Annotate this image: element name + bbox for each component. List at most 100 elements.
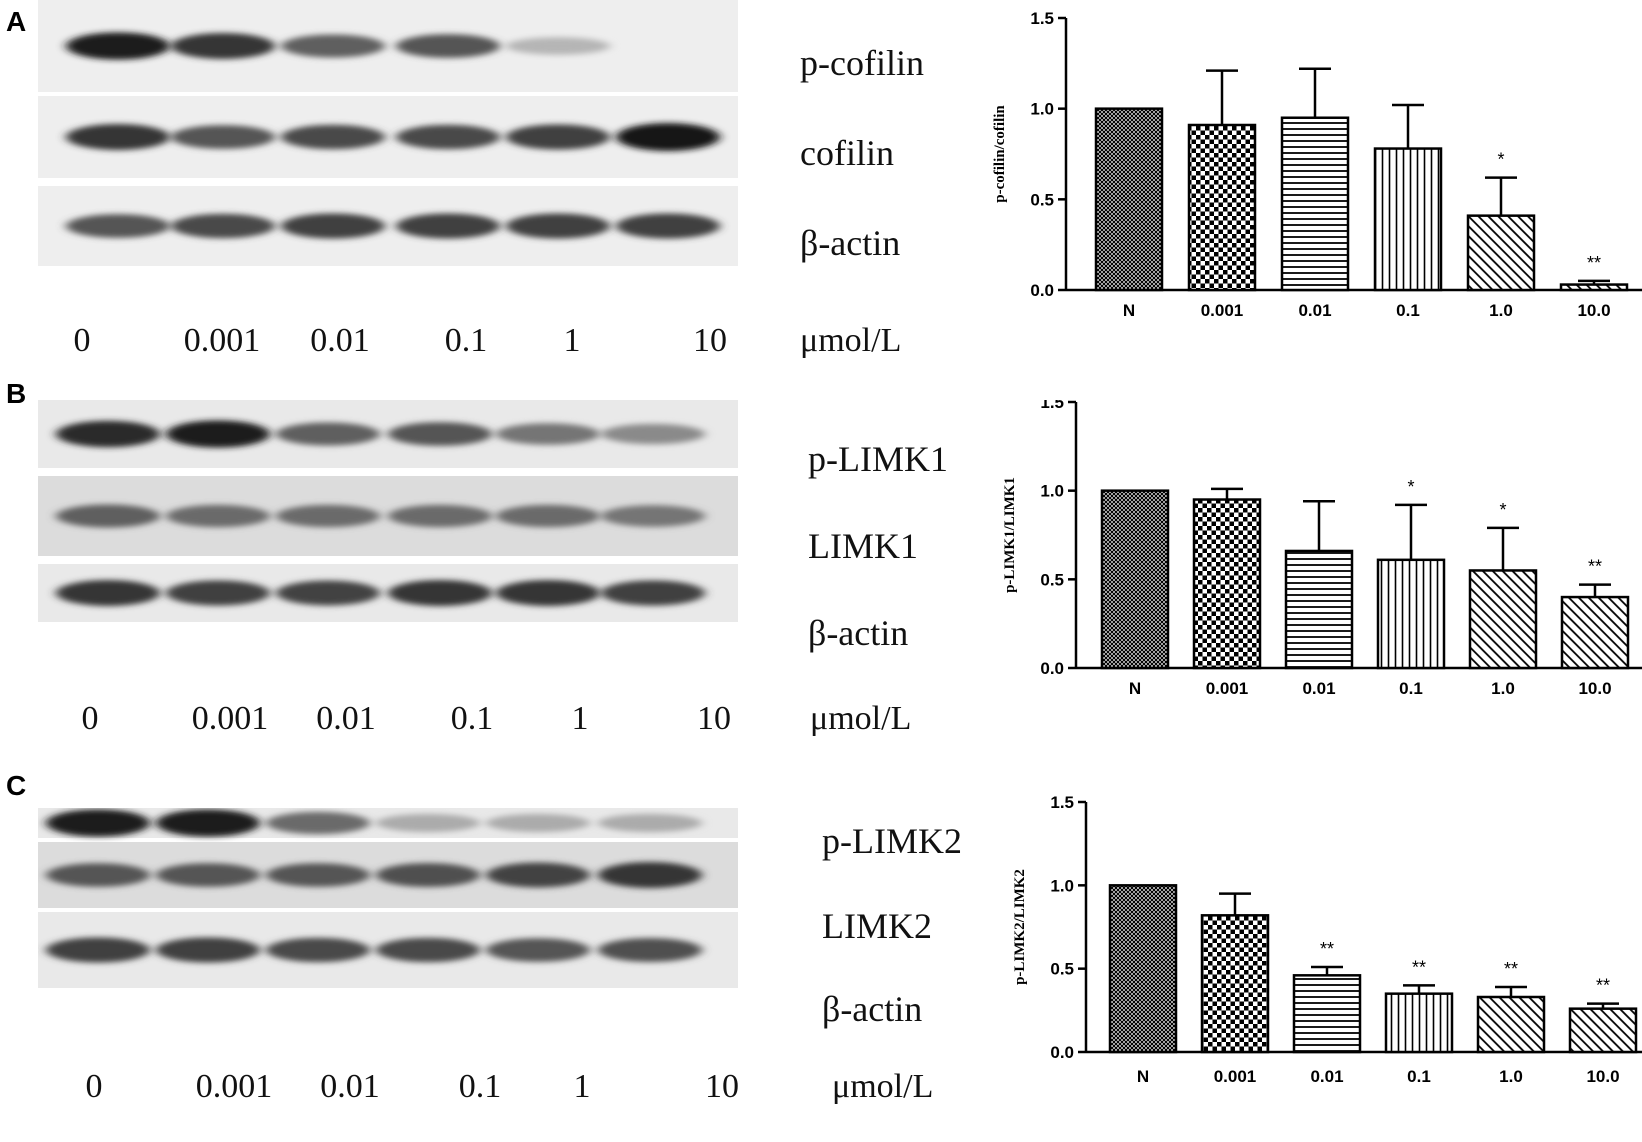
x-tick-label: 0.001 — [1201, 301, 1244, 320]
blot-band — [266, 863, 370, 887]
blot-band — [496, 423, 600, 445]
blot-band — [281, 213, 385, 239]
panel-letter-a: A — [6, 6, 27, 37]
significance-marker: ** — [1320, 939, 1334, 959]
y-tick-label: 0.0 — [1030, 281, 1054, 300]
concentration-label: 0.1 — [450, 700, 494, 737]
y-tick-label: 0.5 — [1040, 570, 1064, 589]
x-tick-label: N — [1129, 679, 1141, 698]
blot-band — [496, 504, 600, 528]
concentration-label: 0.01 — [316, 700, 376, 737]
protein-label-p-limk1: p-LIMK1 — [808, 439, 948, 479]
bar — [1094, 107, 1164, 292]
bar — [1100, 489, 1170, 670]
blot-band — [506, 37, 610, 55]
blot-band — [66, 32, 170, 60]
significance-marker: ** — [1596, 976, 1610, 996]
blot-band — [166, 504, 270, 528]
significance-marker: ** — [1588, 557, 1602, 577]
significance-marker: * — [1499, 500, 1506, 520]
bar — [1108, 884, 1178, 1054]
x-tick-label: N — [1137, 1067, 1149, 1086]
blot-band — [616, 213, 720, 239]
concentration-label: 0.1 — [444, 322, 488, 359]
blot-band — [486, 938, 590, 962]
blot-band — [56, 580, 160, 606]
western-blot-a — [38, 0, 738, 266]
blot-band — [598, 862, 702, 888]
blot-band — [396, 34, 500, 58]
x-tick-label: 0.01 — [1302, 679, 1335, 698]
x-tick-label: 1.0 — [1489, 301, 1513, 320]
y-tick-label: 0.5 — [1050, 960, 1074, 979]
y-tick-label: 1.0 — [1040, 482, 1064, 501]
concentration-label: 1 — [571, 700, 589, 737]
significance-marker: * — [1407, 477, 1414, 497]
blot-band — [276, 422, 380, 446]
blot-band — [598, 813, 702, 833]
blot-band — [376, 937, 480, 963]
blot-band — [276, 504, 380, 528]
concentration-label: 0.01 — [320, 1068, 380, 1105]
blot-band — [388, 504, 492, 528]
bar — [1376, 558, 1446, 670]
y-tick-label: 1.5 — [1030, 9, 1054, 28]
y-tick-label: 1.5 — [1040, 400, 1064, 412]
blot-band — [171, 213, 275, 239]
blot-band — [506, 213, 610, 239]
significance-marker: ** — [1504, 959, 1518, 979]
blot-band — [396, 124, 500, 150]
blot-band — [56, 504, 160, 528]
blot-band — [388, 580, 492, 606]
x-tick-label: 0.001 — [1214, 1067, 1257, 1086]
blot-band — [376, 862, 480, 888]
bar — [1200, 914, 1270, 1054]
x-tick-label: 10.0 — [1578, 679, 1611, 698]
concentration-label: 0.01 — [310, 322, 370, 359]
y-axis-label: p-LIMK2/LIMK2 — [1012, 869, 1028, 985]
blot-band — [171, 125, 275, 149]
concentration-label: 0.001 — [183, 322, 261, 359]
x-tick-label: 1.0 — [1491, 679, 1515, 698]
x-tick-label: 1.0 — [1499, 1067, 1523, 1086]
protein-label-p-limk2: p-LIMK2 — [822, 821, 962, 861]
blot-band — [486, 862, 590, 888]
blot-band — [281, 124, 385, 150]
bar — [1292, 974, 1362, 1054]
blot-band — [46, 809, 150, 837]
x-tick-label: 0.001 — [1206, 679, 1249, 698]
blot-band — [66, 124, 170, 150]
y-tick-label: 0.0 — [1040, 659, 1064, 678]
concentration-label: 1 — [563, 322, 581, 359]
unit-label: μmol/L — [832, 1068, 934, 1105]
x-tick-label: 0.01 — [1310, 1067, 1343, 1086]
blot-band — [166, 420, 270, 448]
concentration-label: 0 — [73, 322, 91, 359]
blot-band — [56, 420, 160, 448]
x-tick-label: 10.0 — [1586, 1067, 1619, 1086]
protein-label-beta-actin: β-actin — [808, 613, 909, 653]
protein-label-limk1: LIMK1 — [808, 526, 918, 566]
y-axis-label: p-cofilin/cofilin — [992, 105, 1008, 203]
western-blot-b — [38, 400, 738, 622]
blot-band — [46, 937, 150, 963]
protein-label-limk2: LIMK2 — [822, 906, 932, 946]
bar — [1568, 1007, 1638, 1054]
concentration-label: 0.001 — [191, 700, 269, 737]
x-tick-label: 10.0 — [1577, 301, 1610, 320]
y-tick-label: 1.5 — [1050, 793, 1074, 812]
blot-band — [156, 863, 260, 887]
unit-label: μmol/L — [810, 700, 912, 737]
y-tick-label: 1.0 — [1030, 100, 1054, 119]
blot-band — [496, 580, 600, 606]
bar-chart-b: 0.0 0.5 1.0 1.5 p-LIMK1/LIMK1 N 0.001 0.01 * 0.1 *… — [1002, 400, 1642, 698]
bar — [1468, 569, 1538, 670]
blot-band — [276, 580, 380, 606]
concentration-label: 0.1 — [458, 1068, 502, 1105]
blot-band — [396, 213, 500, 239]
blot-band — [156, 809, 260, 837]
concentration-label: 0.001 — [195, 1068, 273, 1105]
bar — [1559, 283, 1629, 292]
blot-band — [46, 863, 150, 887]
bar — [1560, 595, 1630, 670]
